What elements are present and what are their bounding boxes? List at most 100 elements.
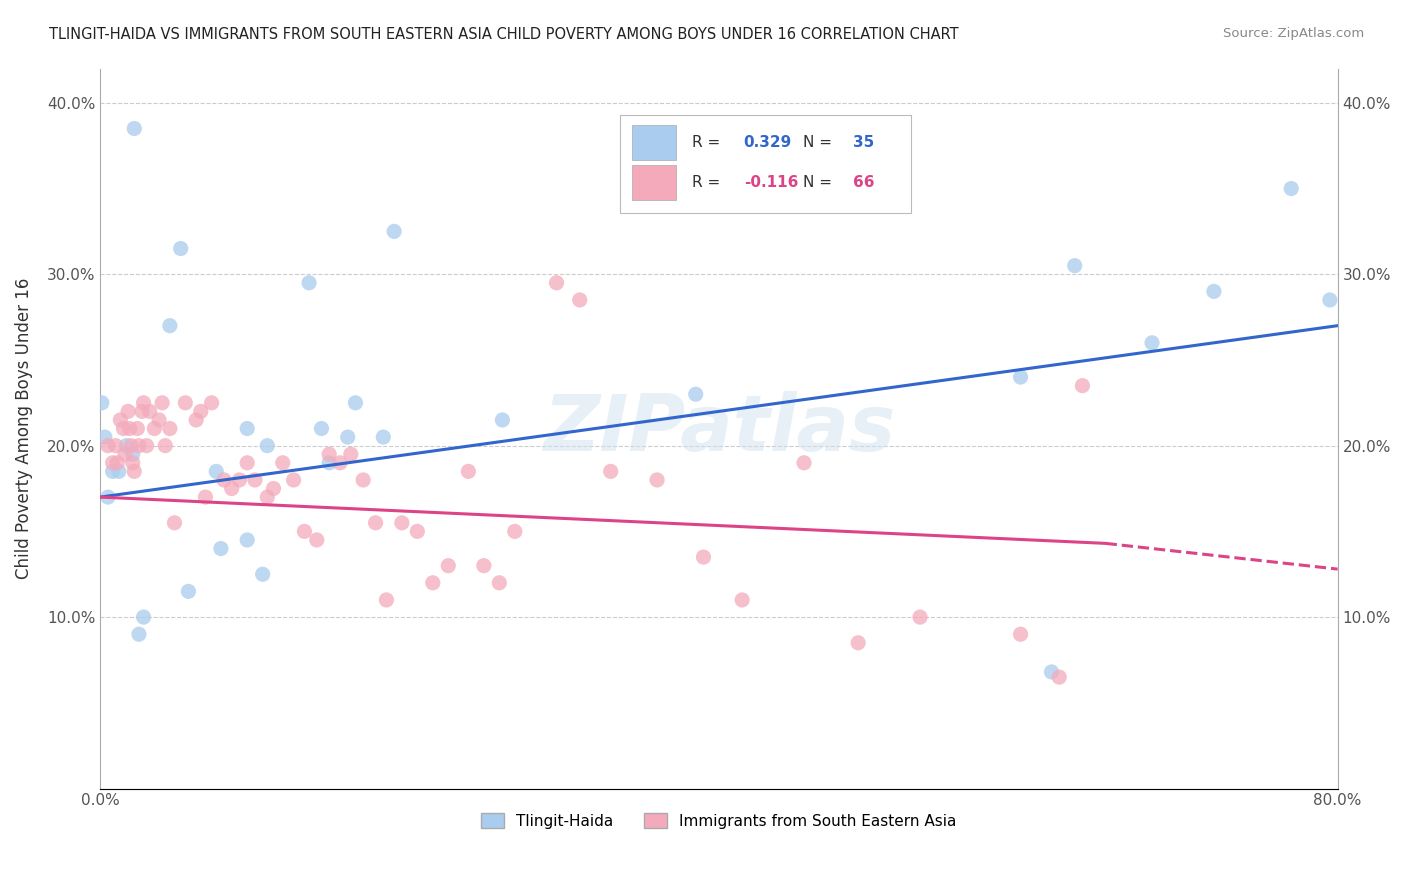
- Point: [731, 593, 754, 607]
- Point: [1319, 293, 1341, 307]
- Point: [190, 404, 212, 418]
- Point: [375, 593, 398, 607]
- Text: 66: 66: [852, 175, 875, 190]
- Point: [1140, 335, 1163, 350]
- Point: [236, 456, 259, 470]
- Text: N =: N =: [803, 136, 837, 150]
- Point: [228, 473, 250, 487]
- Point: [128, 439, 150, 453]
- Point: [124, 464, 146, 478]
- Point: [159, 318, 181, 333]
- Point: [283, 473, 305, 487]
- Point: [143, 421, 166, 435]
- Text: 0.329: 0.329: [744, 136, 792, 150]
- Point: [101, 456, 124, 470]
- Point: [236, 421, 259, 435]
- Point: [305, 533, 328, 547]
- Point: [163, 516, 186, 530]
- Point: [1010, 370, 1032, 384]
- Point: [298, 276, 321, 290]
- Point: [340, 447, 363, 461]
- Point: [846, 636, 869, 650]
- Point: [104, 439, 127, 453]
- Point: [252, 567, 274, 582]
- Text: -0.116: -0.116: [744, 175, 799, 190]
- Point: [112, 421, 135, 435]
- Point: [352, 473, 374, 487]
- Point: [599, 464, 621, 478]
- Point: [503, 524, 526, 539]
- Point: [364, 516, 387, 530]
- Point: [437, 558, 460, 573]
- Point: [97, 439, 120, 453]
- Point: [135, 439, 157, 453]
- Legend: Tlingit-Haida, Immigrants from South Eastern Asia: Tlingit-Haida, Immigrants from South Eas…: [475, 806, 963, 835]
- Point: [177, 584, 200, 599]
- Point: [311, 421, 333, 435]
- Point: [645, 473, 668, 487]
- Point: [1071, 378, 1094, 392]
- Point: [568, 293, 591, 307]
- Point: [263, 482, 285, 496]
- Point: [1202, 285, 1225, 299]
- Point: [114, 447, 136, 461]
- Point: [406, 524, 429, 539]
- Point: [1047, 670, 1070, 684]
- Point: [908, 610, 931, 624]
- Point: [115, 439, 138, 453]
- Point: [491, 413, 513, 427]
- Point: [236, 533, 259, 547]
- Point: [94, 430, 117, 444]
- Point: [336, 430, 359, 444]
- Bar: [633, 165, 676, 200]
- Point: [110, 413, 132, 427]
- Point: [294, 524, 316, 539]
- Point: [108, 464, 131, 478]
- Point: [205, 464, 228, 478]
- Point: [382, 224, 405, 238]
- Point: [1040, 665, 1063, 679]
- Point: [105, 456, 128, 470]
- Point: [243, 473, 266, 487]
- Y-axis label: Child Poverty Among Boys Under 16: Child Poverty Among Boys Under 16: [15, 277, 32, 579]
- Point: [128, 627, 150, 641]
- Point: [132, 396, 155, 410]
- Bar: [633, 126, 676, 160]
- Point: [256, 439, 278, 453]
- Text: Source: ZipAtlas.com: Source: ZipAtlas.com: [1223, 27, 1364, 40]
- Point: [318, 447, 340, 461]
- Point: [174, 396, 197, 410]
- Point: [159, 421, 181, 435]
- Point: [329, 456, 352, 470]
- Point: [170, 242, 193, 256]
- Point: [256, 490, 278, 504]
- Point: [221, 482, 243, 496]
- Point: [121, 456, 143, 470]
- Text: R =: R =: [692, 136, 725, 150]
- Text: N =: N =: [803, 175, 837, 190]
- Point: [1279, 181, 1302, 195]
- Point: [373, 430, 395, 444]
- Point: [194, 490, 217, 504]
- Point: [124, 121, 146, 136]
- Point: [132, 610, 155, 624]
- Point: [150, 396, 173, 410]
- Point: [121, 447, 143, 461]
- Text: ZIPatlas: ZIPatlas: [543, 391, 896, 467]
- Point: [212, 473, 235, 487]
- Point: [117, 404, 139, 418]
- Point: [271, 456, 294, 470]
- Point: [139, 404, 162, 418]
- Point: [344, 396, 367, 410]
- Point: [120, 439, 142, 453]
- Point: [90, 396, 112, 410]
- Point: [127, 421, 149, 435]
- Point: [546, 276, 568, 290]
- Point: [422, 575, 444, 590]
- Text: R =: R =: [692, 175, 725, 190]
- Point: [101, 464, 124, 478]
- Point: [118, 421, 141, 435]
- Point: [131, 404, 153, 418]
- Point: [1010, 627, 1032, 641]
- Text: TLINGIT-HAIDA VS IMMIGRANTS FROM SOUTH EASTERN ASIA CHILD POVERTY AMONG BOYS UND: TLINGIT-HAIDA VS IMMIGRANTS FROM SOUTH E…: [49, 27, 959, 42]
